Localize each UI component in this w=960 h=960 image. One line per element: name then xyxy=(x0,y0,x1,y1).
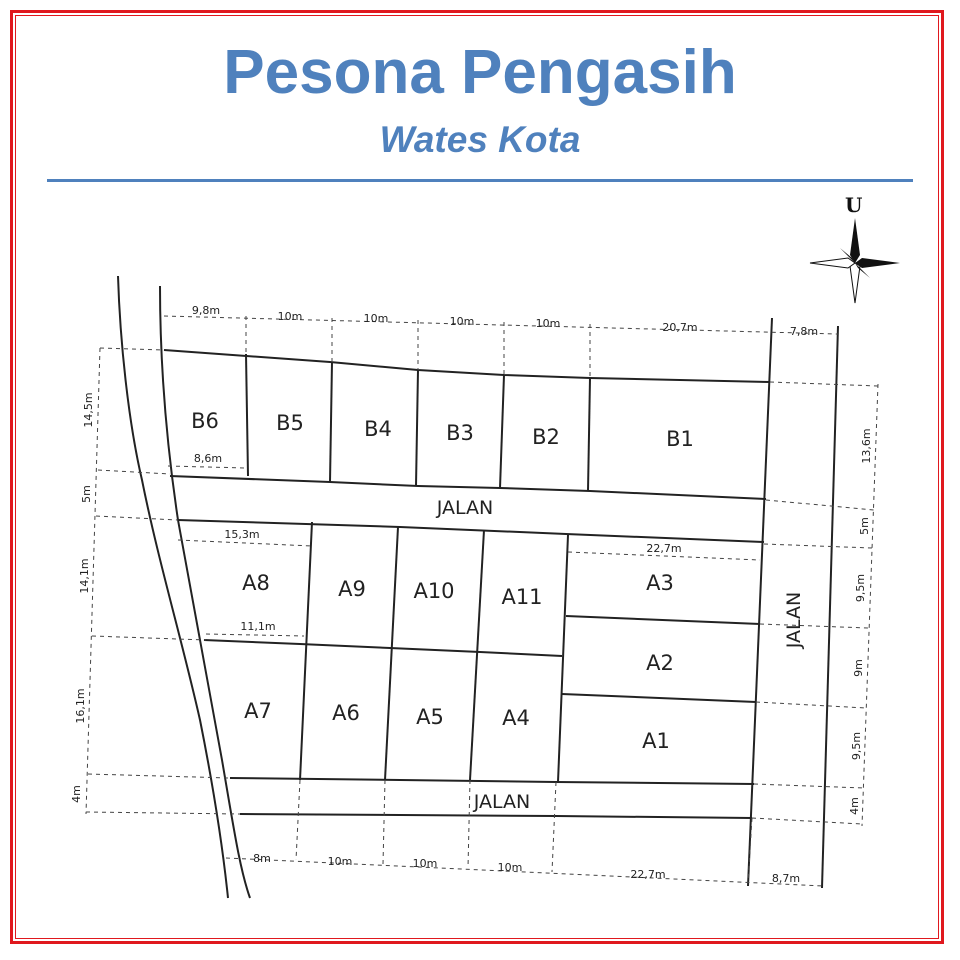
plot-a7[interactable]: A7 xyxy=(244,699,272,723)
block-b xyxy=(163,349,771,500)
plot-a8[interactable]: A8 xyxy=(242,571,270,595)
dim-a8-bottom: 11,1m xyxy=(240,620,275,633)
dim-top-2: 10m xyxy=(278,310,303,323)
dim-left-5: 4m xyxy=(70,785,83,803)
dim-right-6: 4m xyxy=(848,797,861,815)
road-label-middle: JALAN xyxy=(436,497,494,519)
plot-b6[interactable]: B6 xyxy=(191,409,219,433)
plot-a6[interactable]: A6 xyxy=(332,701,360,725)
plot-b2[interactable]: B2 xyxy=(532,425,560,449)
road-labels: JALAN JALAN JALAN xyxy=(436,497,805,813)
plot-a5[interactable]: A5 xyxy=(416,705,444,729)
road-label-east: JALAN xyxy=(783,592,805,650)
plot-a10[interactable]: A10 xyxy=(413,579,454,603)
left-dimensions: 14,5m 5m 14,1m 16,1m 4m xyxy=(70,392,95,802)
bottom-dimensions: 8m 10m 10m 10m 22,7m 8,7m xyxy=(253,852,800,885)
dim-a3-top: 22,7m xyxy=(646,542,681,555)
plot-a3[interactable]: A3 xyxy=(646,571,674,595)
plot-b4[interactable]: B4 xyxy=(364,417,392,441)
plot-a11[interactable]: A11 xyxy=(501,585,542,609)
dim-a8-top: 15,3m xyxy=(224,528,259,541)
dim-top-6: 20,7m xyxy=(662,321,697,334)
dimension-lines xyxy=(85,315,879,887)
outer-red-frame xyxy=(10,10,944,944)
inner-dimensions: 8,6m 15,3m 11,1m 22,7m xyxy=(194,452,682,633)
dim-left-1: 14,5m xyxy=(82,392,95,427)
dim-bottom-4: 10m xyxy=(498,861,523,874)
dim-right-1: 13,6m xyxy=(860,428,873,463)
dim-top-1: 9,8m xyxy=(192,304,220,317)
page-title: Pesona Pengasih xyxy=(223,38,737,107)
dim-top-7: 7,8m xyxy=(790,325,818,338)
north-label: U xyxy=(845,193,862,217)
page-subtitle: Wates Kota xyxy=(379,119,581,160)
dim-top-4: 10m xyxy=(450,315,475,328)
dim-bottom-1: 8m xyxy=(253,852,271,865)
top-dimensions: 9,8m 10m 10m 10m 10m 20,7m 7,8m xyxy=(192,304,818,338)
plot-a9[interactable]: A9 xyxy=(338,577,366,601)
road-label-bottom: JALAN xyxy=(473,791,531,813)
dim-bottom-6: 8,7m xyxy=(772,872,800,885)
plot-b3[interactable]: B3 xyxy=(446,421,474,445)
inner-red-frame xyxy=(15,15,939,939)
north-arrow-icon: U xyxy=(809,193,900,304)
dim-bottom-5: 22,7m xyxy=(630,868,665,881)
block-a-labels: A8 A9 A10 A11 A3 A2 A1 A7 A6 A5 A4 xyxy=(242,571,674,753)
block-a xyxy=(203,521,761,819)
dim-left-2: 5m xyxy=(80,485,93,503)
plot-a2[interactable]: A2 xyxy=(646,651,674,675)
dim-right-3: 9,5m xyxy=(854,574,867,602)
plot-a1[interactable]: A1 xyxy=(642,729,670,753)
dim-left-4: 16,1m xyxy=(74,688,87,723)
plot-a4[interactable]: A4 xyxy=(502,706,530,730)
east-boundary-lines xyxy=(747,317,839,889)
plot-b5[interactable]: B5 xyxy=(276,411,304,435)
dim-b6-bottom: 8,6m xyxy=(194,452,222,465)
dim-right-2: 5m xyxy=(858,517,871,535)
plot-b1[interactable]: B1 xyxy=(666,427,694,451)
dim-right-5: 9,5m xyxy=(850,732,863,760)
dim-top-5: 10m xyxy=(536,317,561,330)
west-boundary-lines xyxy=(117,275,251,899)
middle-road xyxy=(177,519,765,543)
dim-right-4: 9m xyxy=(852,659,865,677)
title-divider xyxy=(47,179,913,182)
right-dimensions: 13,6m 5m 9,5m 9m 9,5m 4m xyxy=(848,428,873,814)
dim-bottom-3: 10m xyxy=(413,857,438,870)
dim-top-3: 10m xyxy=(364,312,389,325)
site-plan-sheet xyxy=(47,243,913,908)
block-b-labels: B6 B5 B4 B3 B2 B1 xyxy=(191,409,694,451)
dim-bottom-2: 10m xyxy=(328,855,353,868)
dim-left-3: 14,1m xyxy=(78,558,91,593)
